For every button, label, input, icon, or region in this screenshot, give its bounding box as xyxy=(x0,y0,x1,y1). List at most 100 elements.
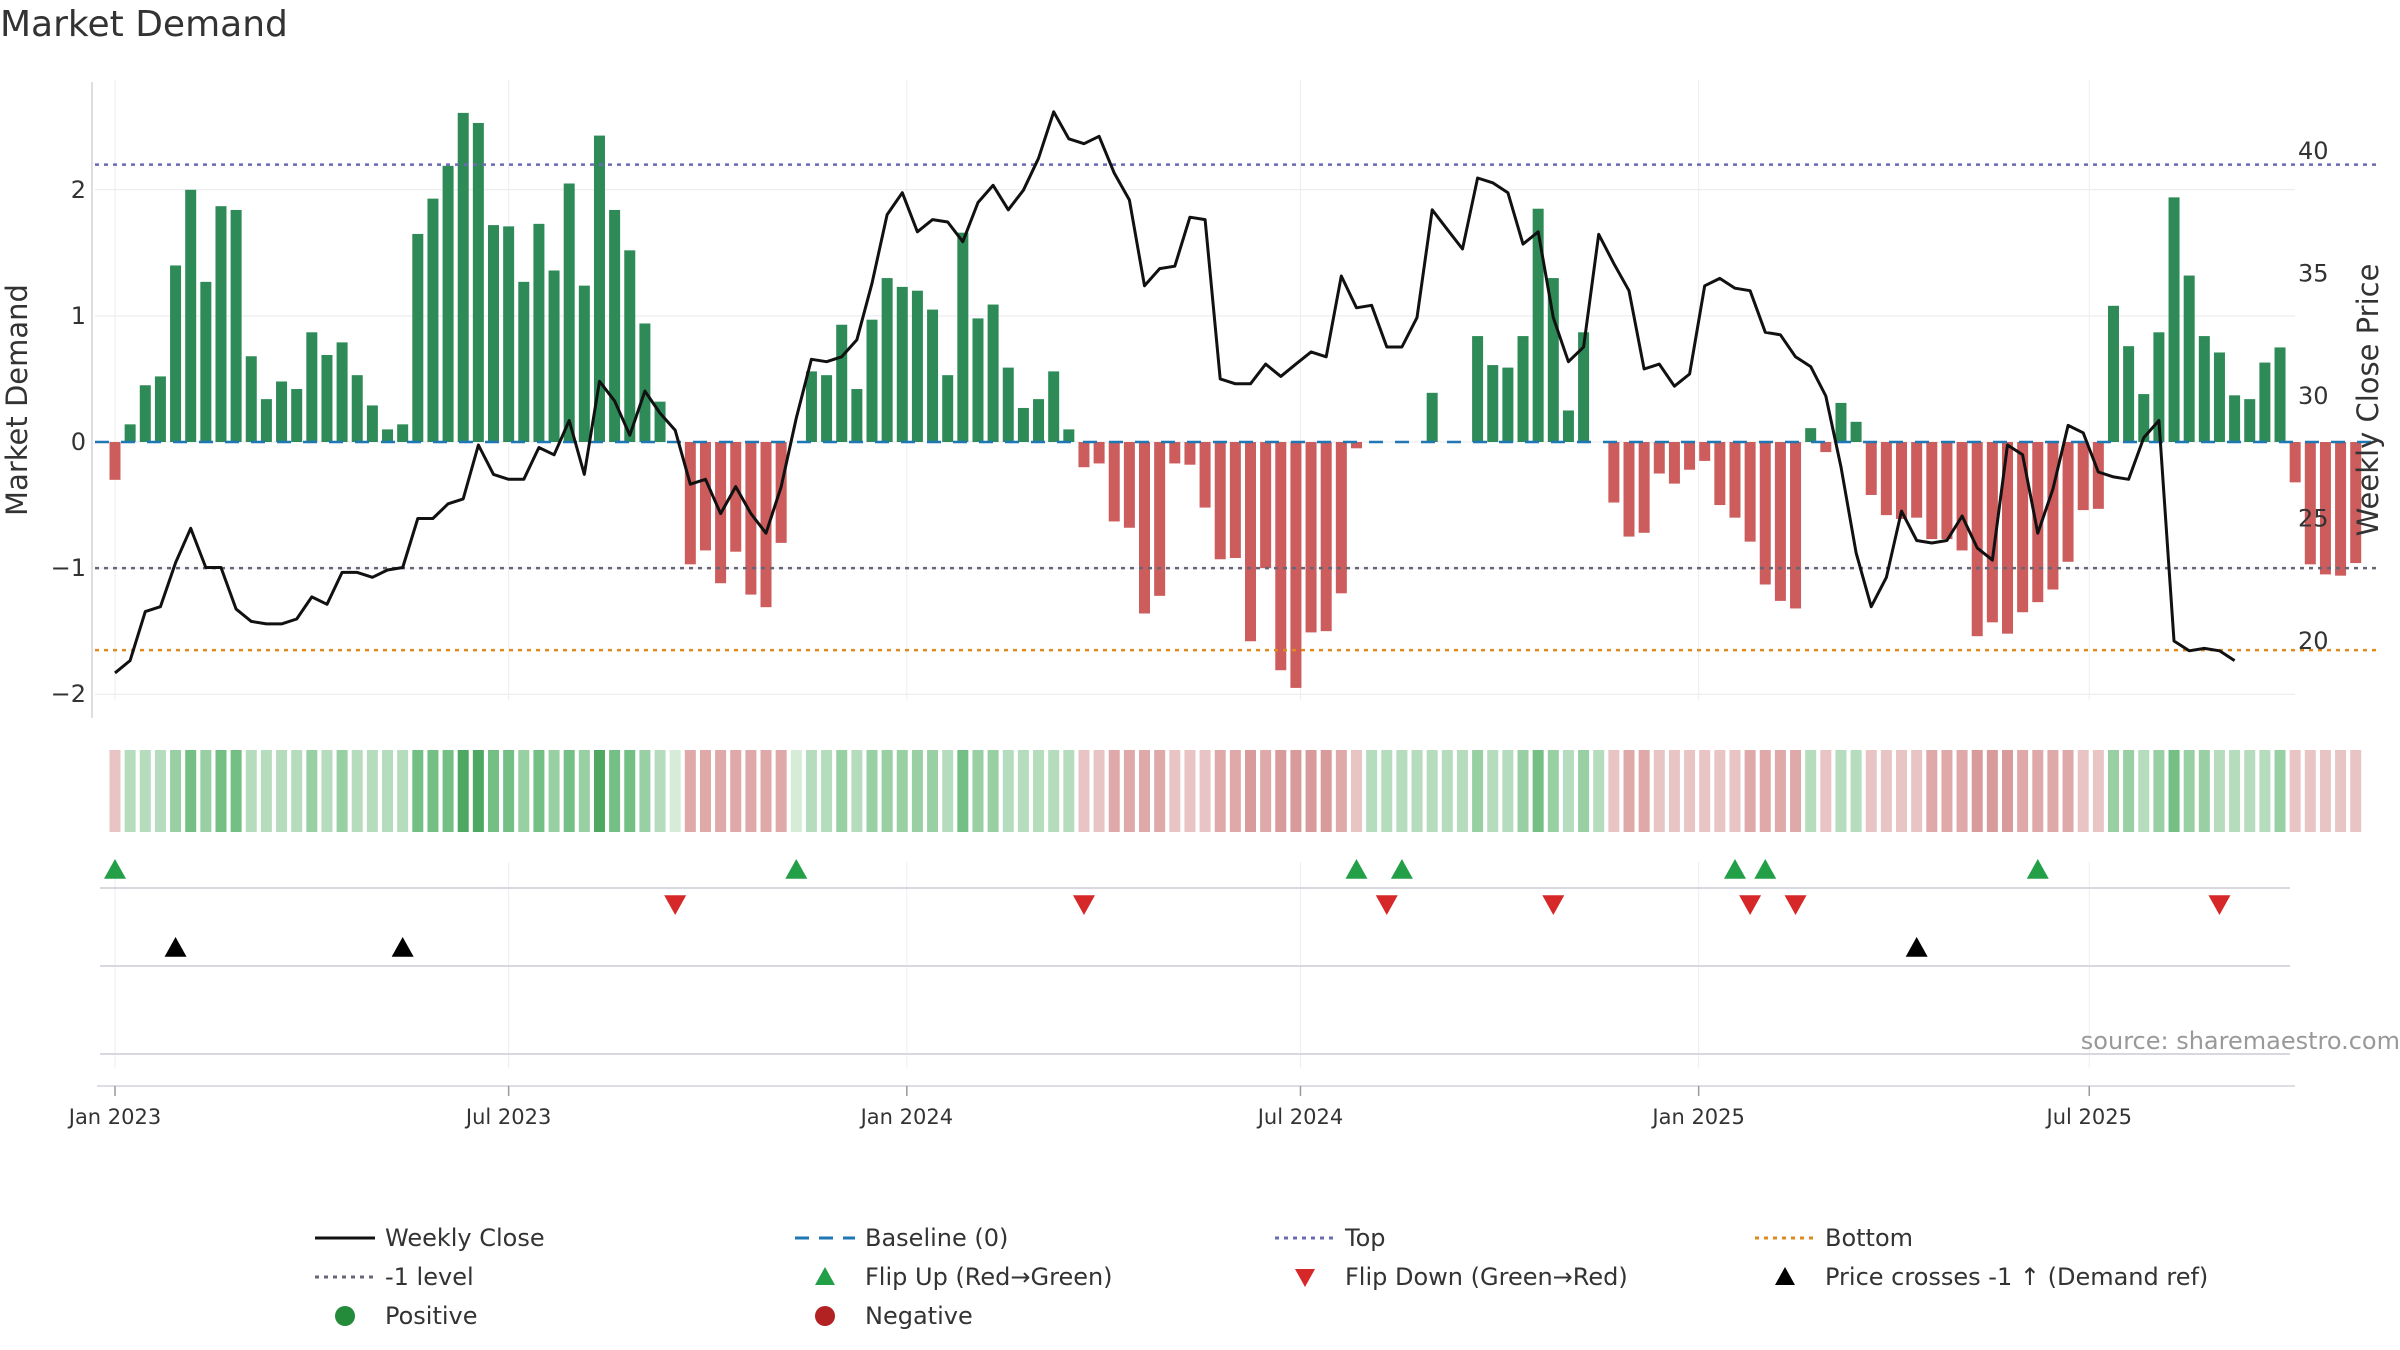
shade-cell xyxy=(1911,750,1923,832)
demand-bar xyxy=(124,424,136,442)
shade-cell xyxy=(2107,750,2119,832)
demand-bar xyxy=(1638,442,1650,533)
shade-cell xyxy=(518,750,530,832)
legend-label: Positive xyxy=(385,1302,478,1330)
shade-cell xyxy=(1017,750,1029,832)
shade-cell xyxy=(1835,750,1847,832)
shade-cell xyxy=(1472,750,1484,832)
demand-bar xyxy=(1305,442,1317,633)
demand-bar xyxy=(1986,442,1998,623)
shade-cell xyxy=(684,750,696,832)
demand-bar xyxy=(139,385,151,442)
shade-cell xyxy=(2077,750,2089,832)
shade-cell xyxy=(1971,750,1983,832)
shade-cell xyxy=(2138,750,2150,832)
shade-cell xyxy=(154,750,166,832)
shade-cell xyxy=(775,750,787,832)
demand-bar xyxy=(654,401,666,442)
reference-lines xyxy=(95,163,2381,652)
demand-bar xyxy=(563,183,575,442)
demand-bar xyxy=(775,442,787,543)
demand-bar xyxy=(1896,442,1908,519)
shade-cell xyxy=(563,750,575,832)
demand-bar xyxy=(1714,442,1726,506)
shade-cell xyxy=(1759,750,1771,832)
shade-cell xyxy=(351,750,363,832)
demand-bar xyxy=(1971,442,1983,637)
shade-cell xyxy=(2289,750,2301,832)
shade-cell xyxy=(2304,750,2316,832)
shade-cell xyxy=(1108,750,1120,832)
demand-bar xyxy=(1790,442,1802,609)
right-tick-label: 35 xyxy=(2298,260,2329,288)
shade-cell xyxy=(1411,750,1423,832)
demand-bar xyxy=(1820,442,1832,453)
shade-cell xyxy=(321,750,333,832)
demand-bar xyxy=(1880,442,1892,516)
demand-bar xyxy=(1532,208,1544,442)
flip-up-marker xyxy=(1754,859,1777,879)
demand-bar xyxy=(639,323,651,442)
shade-cell xyxy=(2213,750,2225,832)
demand-bar xyxy=(881,278,893,442)
demand-bar xyxy=(1805,428,1817,442)
shade-cell xyxy=(291,750,303,832)
shade-cell xyxy=(805,750,817,832)
shade-cell xyxy=(1517,750,1529,832)
shade-cell xyxy=(881,750,893,832)
shade-cell xyxy=(276,750,288,832)
demand-bar xyxy=(1578,332,1590,442)
shade-cell xyxy=(1396,750,1408,832)
demand-bar xyxy=(2198,336,2210,442)
shade-cell xyxy=(1941,750,1953,832)
demand-bar xyxy=(1865,442,1877,495)
flip-down-marker xyxy=(1784,895,1807,915)
demand-bar xyxy=(533,223,545,442)
price-cross-marker xyxy=(164,937,187,957)
demand-bar xyxy=(518,281,530,442)
demand-bar xyxy=(1472,336,1484,442)
demand-bar xyxy=(1320,442,1332,632)
shade-cell xyxy=(1290,750,1302,832)
shade-cell xyxy=(1623,750,1635,832)
flip-down-marker xyxy=(1739,895,1762,915)
shade-cell xyxy=(1865,750,1877,832)
demand-bar xyxy=(185,189,197,442)
demand-bar xyxy=(109,442,121,480)
flip-down-marker xyxy=(1542,895,1565,915)
demand-bar xyxy=(1154,442,1166,596)
shade-cell xyxy=(1093,750,1105,832)
demand-bar xyxy=(2319,442,2331,575)
shade-cell xyxy=(382,750,394,832)
shade-cell xyxy=(745,750,757,832)
x-tick-label: Jul 2025 xyxy=(2045,1105,2132,1129)
demand-bar xyxy=(1139,442,1151,614)
legend-label: Price crosses -1 ↑ (Demand ref) xyxy=(1825,1263,2208,1291)
shade-cell xyxy=(2350,750,2362,832)
shade-cell xyxy=(1896,750,1908,832)
demand-bar xyxy=(260,399,272,442)
flip-up-marker xyxy=(104,859,126,879)
demand-bar xyxy=(1911,442,1923,518)
legend-swatch xyxy=(815,1267,835,1285)
shade-cell xyxy=(1714,750,1726,832)
weekly-close-line xyxy=(114,110,2236,675)
shade-cell xyxy=(942,750,954,832)
flip-down-marker xyxy=(1072,895,1095,915)
shade-cell xyxy=(927,750,939,832)
shade-cell xyxy=(548,750,560,832)
demand-bar xyxy=(2335,442,2347,576)
demand-bar xyxy=(1774,442,1786,601)
shade-cell xyxy=(1456,750,1468,832)
shade-cell xyxy=(624,750,636,832)
shade-cell xyxy=(306,750,318,832)
demand-bar xyxy=(684,442,696,565)
shade-cell xyxy=(1608,750,1620,832)
demand-bar xyxy=(593,135,605,442)
demand-bar xyxy=(2259,362,2271,442)
shade-cell xyxy=(2017,750,2029,832)
shade-cell xyxy=(851,750,863,832)
right-tick-label: 25 xyxy=(2298,505,2329,533)
shade-cell xyxy=(1366,750,1378,832)
